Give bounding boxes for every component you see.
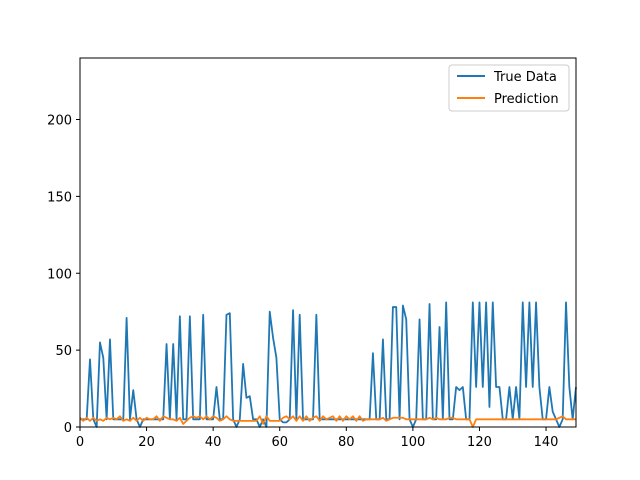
y-tick-label: 0 bbox=[64, 421, 72, 436]
y-tick-label: 100 bbox=[47, 267, 72, 282]
legend-label: Prediction bbox=[494, 92, 559, 107]
y-axis: 0 50 100 150 200 bbox=[47, 114, 80, 436]
series-layer bbox=[79, 301, 577, 428]
y-tick-label: 150 bbox=[47, 190, 72, 205]
x-tick-label: 140 bbox=[534, 435, 559, 450]
x-tick-label: 60 bbox=[271, 435, 288, 450]
x-tick-label: 40 bbox=[205, 435, 222, 450]
legend: True Data Prediction bbox=[448, 64, 570, 112]
x-tick-label: 120 bbox=[467, 435, 492, 450]
x-tick-label: 80 bbox=[338, 435, 355, 450]
x-tick-label: 0 bbox=[76, 435, 84, 450]
x-axis: 0 20 40 60 80 100 120 140 bbox=[76, 427, 559, 450]
y-tick-label: 50 bbox=[55, 344, 72, 359]
series-line-1 bbox=[79, 415, 576, 428]
plot-area-frame bbox=[79, 57, 577, 428]
x-tick-label: 20 bbox=[138, 435, 155, 450]
x-tick-label: 100 bbox=[400, 435, 425, 450]
y-tick-label: 200 bbox=[47, 114, 72, 129]
legend-label: True Data bbox=[493, 70, 557, 85]
